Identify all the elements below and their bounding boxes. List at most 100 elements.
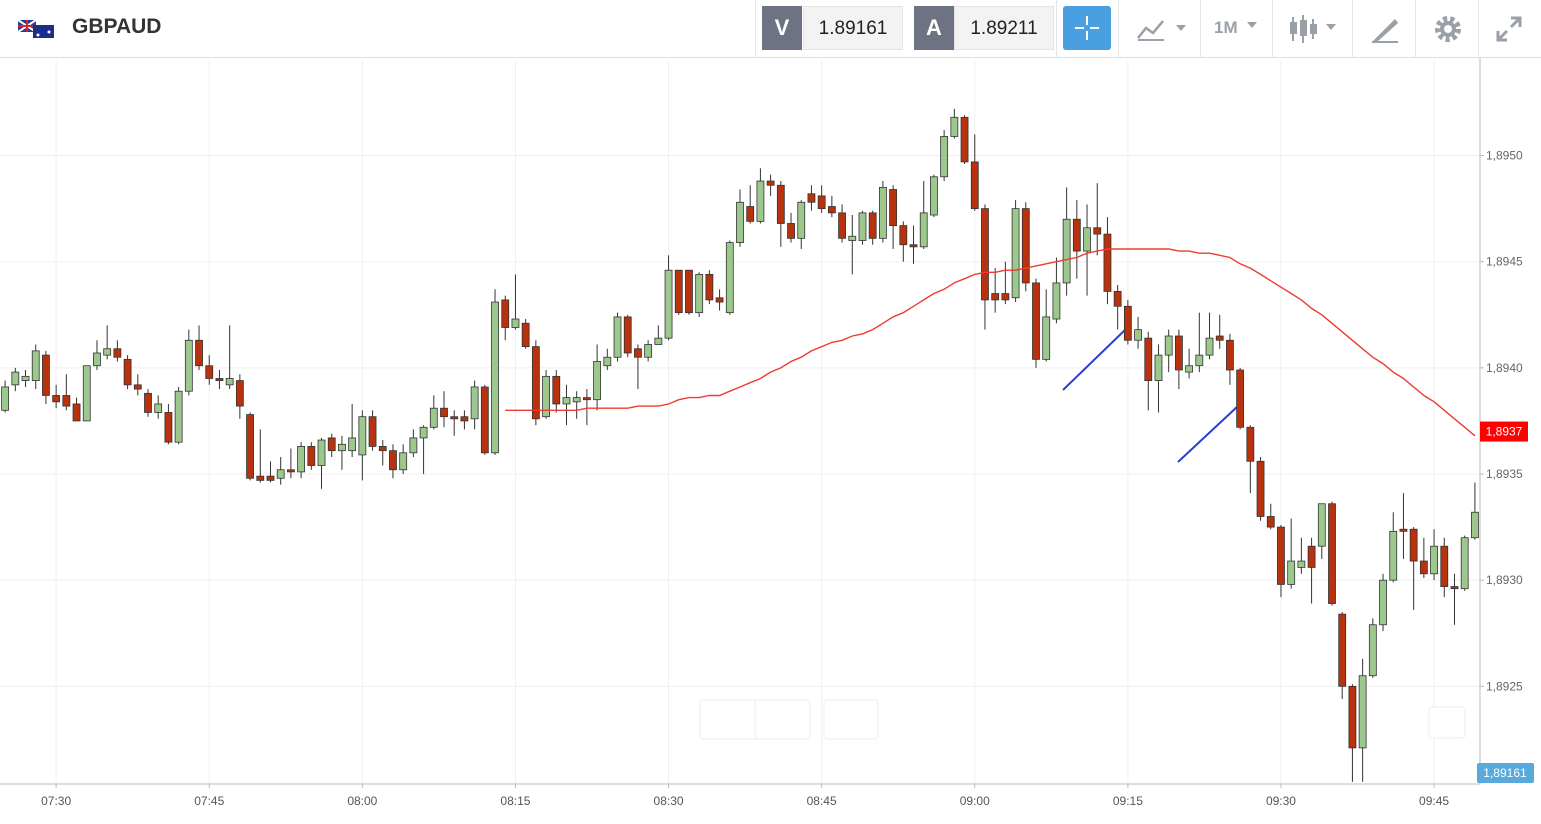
nav-button[interactable] — [823, 699, 879, 740]
x-tick-label: 09:15 — [1113, 794, 1143, 808]
candle-body — [930, 176, 938, 216]
candle-body — [235, 380, 244, 407]
candle-body — [705, 274, 714, 301]
candle-body — [582, 397, 591, 401]
buy-label[interactable]: A — [914, 6, 954, 50]
candle-body — [1195, 354, 1204, 367]
candle-body — [1205, 337, 1214, 356]
expand-button[interactable] — [1494, 14, 1524, 44]
x-tick-label: 07:45 — [194, 794, 224, 808]
candle-body — [1338, 613, 1347, 687]
candle-body — [389, 450, 397, 471]
candle-body — [246, 414, 254, 479]
candle-body — [52, 395, 61, 403]
sell-price[interactable]: 1.89161 — [803, 6, 903, 50]
candle-body — [338, 443, 346, 452]
candle-body — [42, 354, 50, 396]
draw-button[interactable] — [1370, 14, 1400, 44]
candle-body — [1470, 511, 1479, 539]
candle-body — [154, 403, 163, 413]
candle-body — [797, 201, 806, 239]
candle-body — [715, 297, 724, 303]
x-tick-label: 08:30 — [654, 794, 684, 808]
candle-body — [766, 180, 775, 186]
candle-body — [1226, 339, 1234, 371]
candle-body — [307, 446, 316, 466]
buy-price[interactable]: 1.89211 — [954, 6, 1054, 50]
candle-body — [521, 322, 530, 348]
candle-body — [1399, 528, 1408, 532]
bid-price-tag — [1477, 763, 1534, 783]
x-tick-label: 07:30 — [41, 794, 71, 808]
candle-body — [1246, 426, 1255, 462]
candle-body — [1, 386, 10, 411]
sell-label[interactable]: V — [762, 6, 802, 50]
y-tick-label: 1,8940 — [1486, 361, 1523, 375]
candle-body — [399, 452, 408, 471]
candle-body — [501, 299, 510, 328]
candle-body — [1328, 503, 1336, 604]
candle-body — [746, 206, 755, 222]
candle-body — [1317, 503, 1326, 547]
candle-body — [562, 397, 571, 405]
candle-body — [991, 293, 1000, 301]
candle-body — [970, 161, 979, 210]
candle-body — [205, 365, 214, 379]
candle-body — [1052, 282, 1061, 320]
moving-average — [505, 248, 1476, 437]
candle-body — [419, 426, 428, 439]
candle-body — [603, 356, 612, 367]
chart-type-button[interactable] — [1136, 16, 1190, 42]
crosshair-button[interactable] — [1063, 6, 1111, 50]
candle-body — [450, 416, 459, 420]
candle-body — [664, 269, 673, 339]
candle-body — [1042, 316, 1051, 360]
x-tick-label: 08:15 — [500, 794, 530, 808]
candle-body — [1379, 579, 1387, 626]
candle-body — [756, 180, 765, 222]
candle-body — [1113, 291, 1122, 307]
candle-body — [297, 446, 306, 473]
candle-body — [11, 371, 20, 386]
candle-body — [1215, 335, 1224, 341]
candle-body — [72, 403, 81, 422]
candle-body — [62, 395, 71, 407]
candle-body — [1450, 586, 1459, 590]
toolbar: GBPAUD V 1.89161 A 1.89211 1M — [0, 0, 1541, 58]
candle-body — [1419, 560, 1428, 575]
candle-body — [429, 407, 438, 428]
x-tick-label: 08:00 — [347, 794, 377, 808]
candle-body — [1072, 218, 1081, 252]
candle-body — [358, 416, 367, 456]
candle-body — [511, 318, 520, 328]
trend-line[interactable] — [1177, 405, 1239, 463]
candle-body — [113, 348, 122, 358]
ma-price-tag — [1480, 421, 1528, 442]
candle-body — [1256, 460, 1265, 517]
candle-body — [868, 212, 877, 239]
candle-body — [286, 469, 295, 473]
x-tick-label: 09:30 — [1266, 794, 1296, 808]
settings-button[interactable] — [1432, 13, 1464, 45]
candle-body — [817, 195, 826, 210]
candle-body — [827, 206, 836, 214]
grid — [0, 60, 1480, 784]
candle-body — [1348, 685, 1357, 749]
candle-body — [1297, 560, 1306, 568]
candle-body — [225, 378, 234, 386]
candle-body — [889, 189, 898, 227]
candle-body — [378, 446, 387, 452]
y-tick-label: 1,8945 — [1486, 255, 1523, 269]
candle-body — [164, 412, 173, 443]
timeframe[interactable]: 1M — [1214, 18, 1238, 37]
candle-body — [1409, 528, 1418, 562]
candle-body — [460, 416, 469, 422]
candle-body — [858, 212, 867, 241]
nav-button[interactable] — [1428, 706, 1466, 739]
candle-button[interactable] — [1288, 13, 1342, 45]
candle-body — [1174, 335, 1183, 371]
candle-body — [940, 136, 949, 178]
trend-line[interactable] — [1062, 327, 1128, 391]
candle-body — [623, 316, 632, 354]
candle-body — [1307, 545, 1316, 568]
